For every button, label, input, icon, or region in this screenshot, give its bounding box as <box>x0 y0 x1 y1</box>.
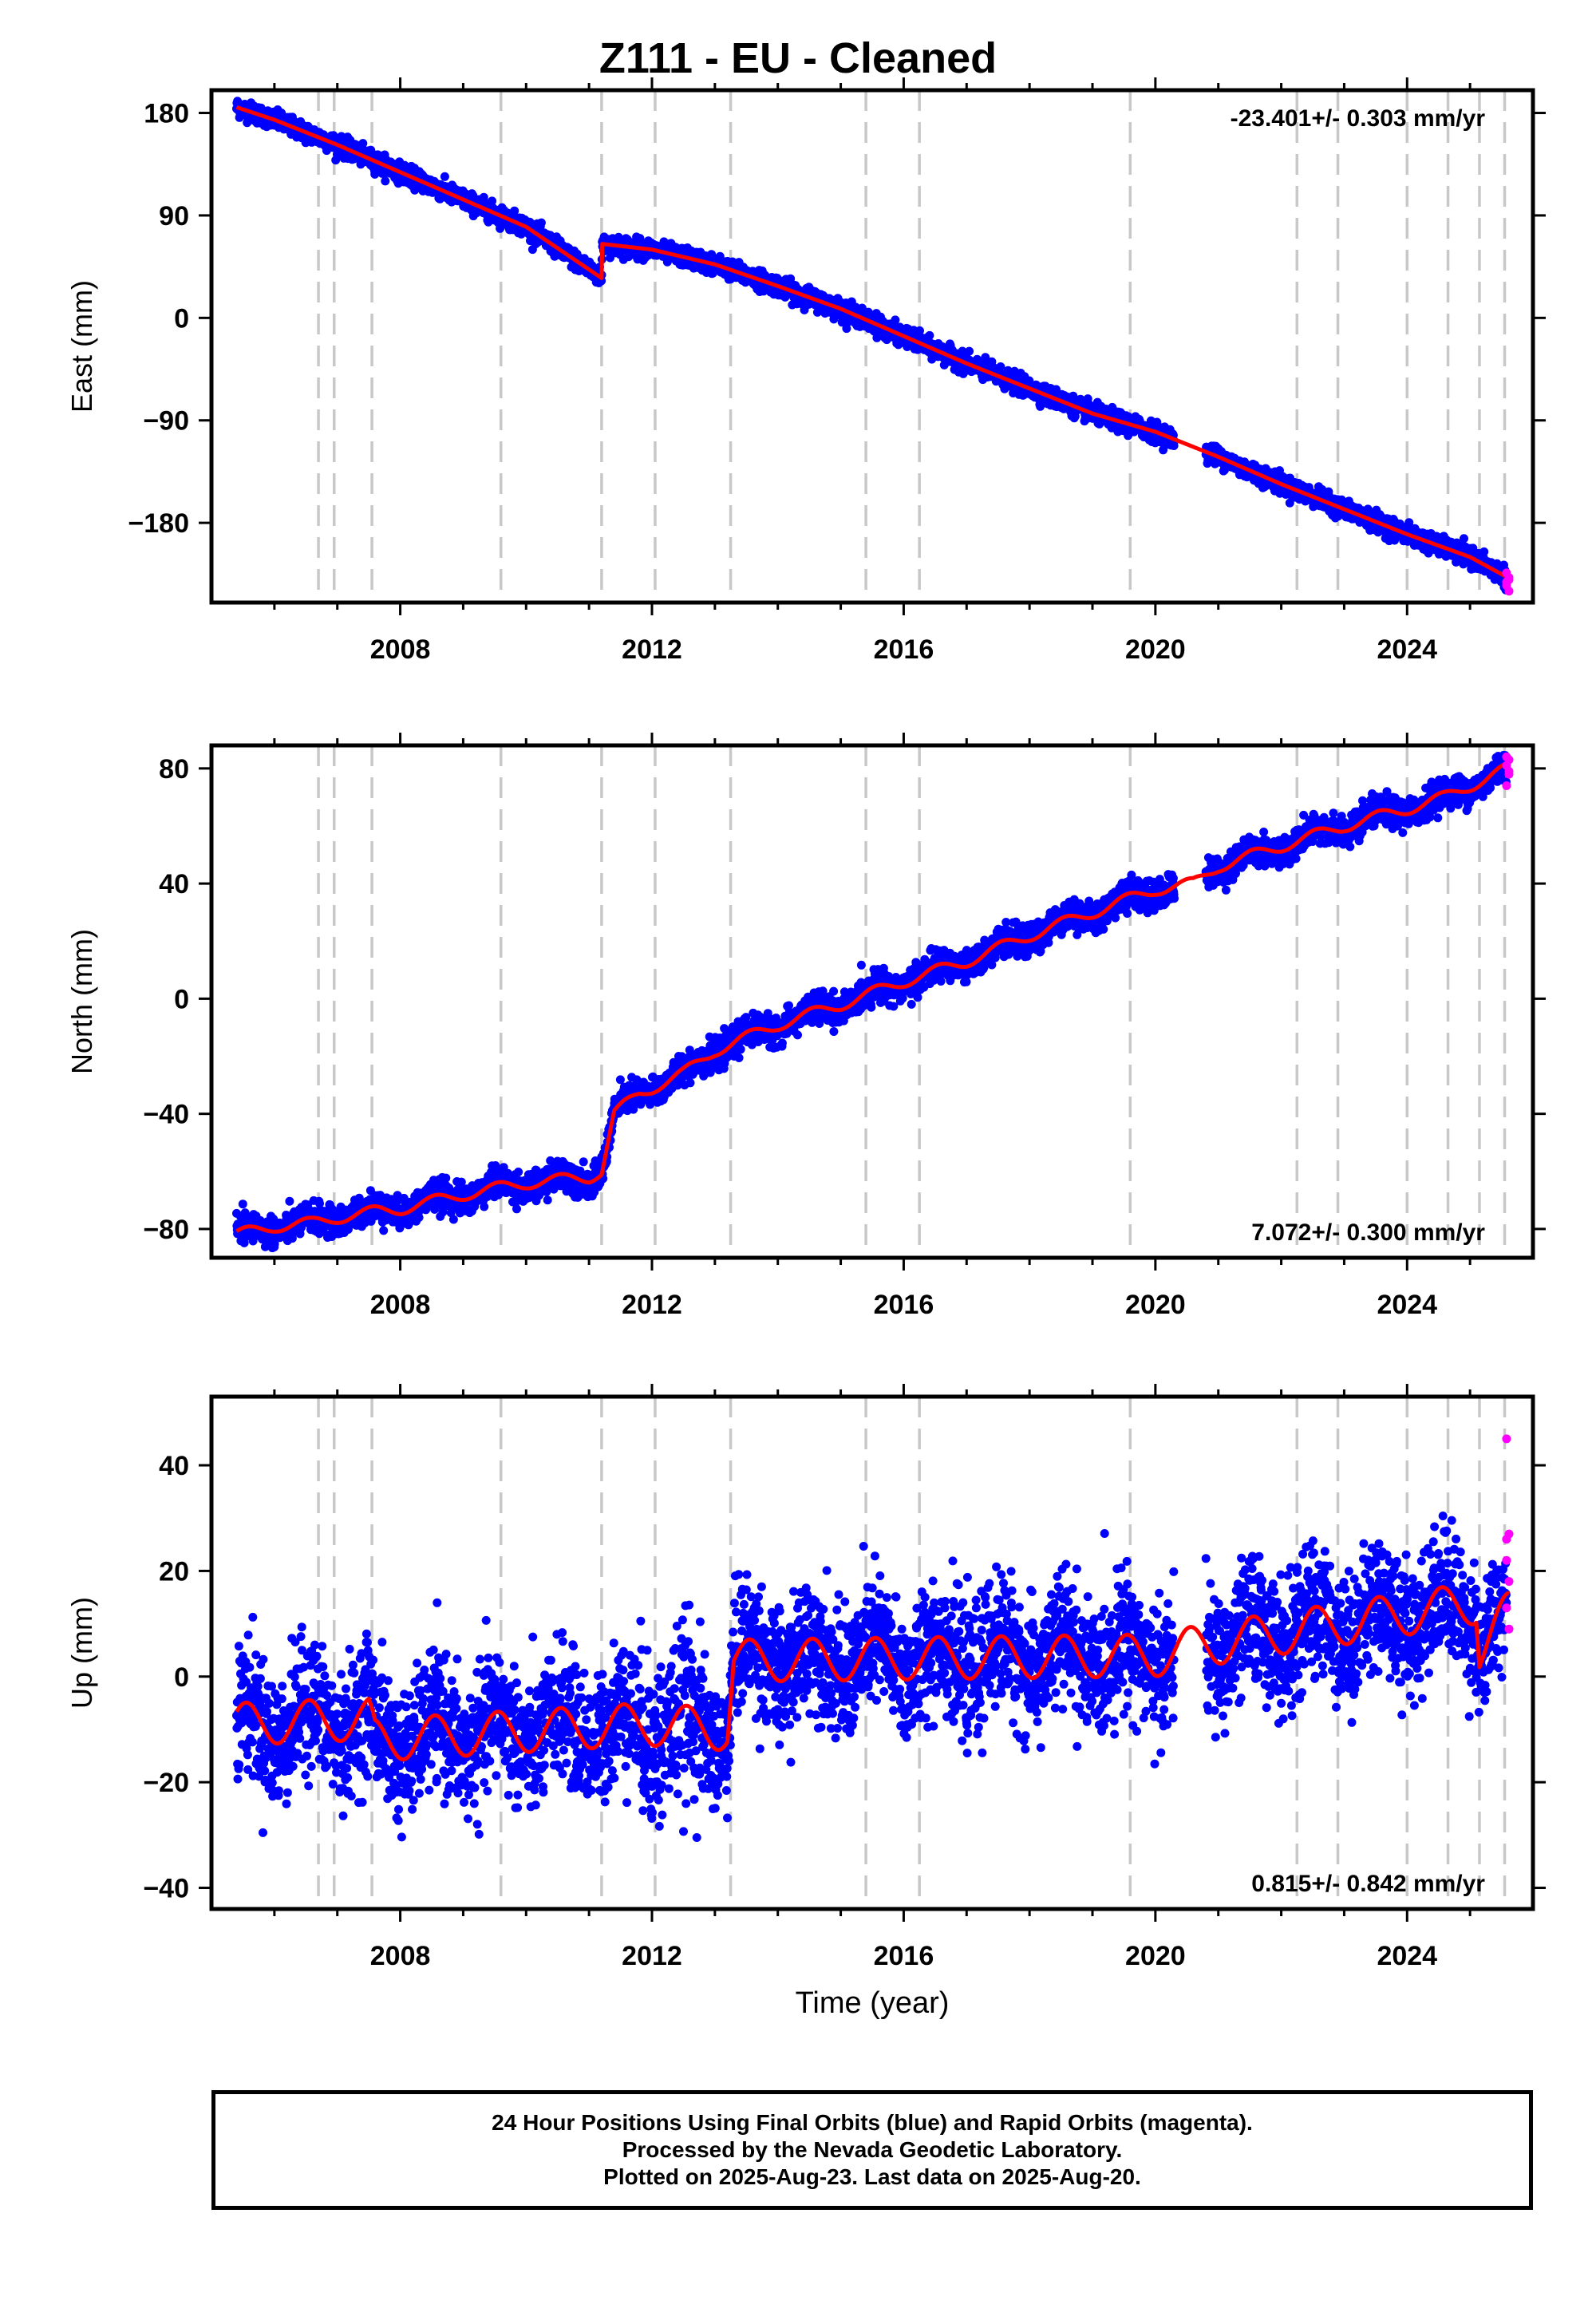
y-tick-label: −180 <box>128 508 189 539</box>
y-tick-label: 20 <box>159 1556 189 1587</box>
chart-title: Z111 - EU - Cleaned <box>598 34 998 82</box>
rapid-orbit-points <box>1502 1434 1514 1634</box>
y-tick-label: 0 <box>174 303 189 334</box>
model-fit-line <box>235 1585 1511 1762</box>
rapid-orbit-points <box>1502 568 1514 596</box>
x-tick-label: 2016 <box>874 1941 934 1971</box>
rate-label: 7.072+/- 0.300 mm/yr <box>1251 1219 1485 1246</box>
y-tick-label: 0 <box>174 1662 189 1693</box>
y-tick-label: 80 <box>159 754 189 785</box>
x-tick-label: 2024 <box>1377 634 1437 665</box>
x-tick-label: 2012 <box>622 1290 682 1320</box>
y-tick-label: −90 <box>143 406 189 437</box>
x-tick-label: 2024 <box>1377 1941 1437 1971</box>
x-tick-label: 2024 <box>1377 1290 1437 1320</box>
x-tick-label: 2020 <box>1125 1941 1186 1971</box>
plot-area <box>232 1397 1514 1909</box>
final-orbit-points <box>232 1512 1511 1842</box>
y-axis-label: North (mm) <box>65 929 98 1074</box>
y-tick-label: −20 <box>143 1768 189 1798</box>
panel-up: −40 −20 0 20 40 2008 2012 2016 2020 2024 Up (mm) Ti… <box>65 1384 1546 2020</box>
final-orbit-points <box>232 97 1511 595</box>
footer-line-2: Processed by the Nevada Geodetic Laborat… <box>622 2137 1123 2162</box>
x-tick-label: 2012 <box>622 634 682 665</box>
y-tick-label: −80 <box>143 1215 189 1245</box>
footer-note: 24 Hour Positions Using Final Orbits (bl… <box>211 2090 1533 2210</box>
x-tick-label: 2020 <box>1125 634 1186 665</box>
x-tick-label: 2016 <box>874 1290 934 1320</box>
y-axis-label: East (mm) <box>65 280 98 413</box>
panel-east: −180 −90 0 90 180 2008 2012 2016 2020 2024 East (m… <box>65 77 1546 665</box>
footer-line-3: Plotted on 2025-Aug-23. Last data on 202… <box>603 2164 1141 2189</box>
panel-north: −80 −40 0 40 80 2008 2012 2016 2020 2024 North (mm… <box>65 733 1546 1320</box>
plot-frame <box>209 88 1535 605</box>
x-tick-label: 2008 <box>370 1941 431 1971</box>
x-tick-label: 2012 <box>622 1941 682 1971</box>
x-tick-label: 2020 <box>1125 1290 1186 1320</box>
y-axis-label: Up (mm) <box>65 1597 98 1709</box>
y-tick-label: 40 <box>159 869 189 899</box>
y-tick-label: 40 <box>159 1451 189 1481</box>
y-tick-label: −40 <box>143 1874 189 1904</box>
model-fit-line <box>235 105 1511 580</box>
rate-label: 0.815+/- 0.842 mm/yr <box>1251 1871 1485 1897</box>
x-axis-label: Time (year) <box>796 1986 950 2020</box>
rapid-orbit-points <box>1502 752 1514 790</box>
y-tick-label: −40 <box>143 1100 189 1130</box>
plot-frame <box>209 1394 1535 1911</box>
footer-line-1: 24 Hour Positions Using Final Orbits (bl… <box>492 2110 1253 2135</box>
plot-area <box>232 90 1514 603</box>
model-fit-line <box>235 761 1511 1234</box>
x-tick-label: 2008 <box>370 634 431 665</box>
x-tick-label: 2008 <box>370 1290 431 1320</box>
plot-area <box>232 745 1514 1258</box>
x-tick-label: 2016 <box>874 634 934 665</box>
y-tick-label: 0 <box>174 984 189 1014</box>
y-tick-label: 90 <box>159 201 189 231</box>
plot-frame <box>209 743 1535 1260</box>
y-tick-label: 180 <box>144 99 189 129</box>
rate-label: -23.401+/- 0.303 mm/yr <box>1231 105 1486 132</box>
